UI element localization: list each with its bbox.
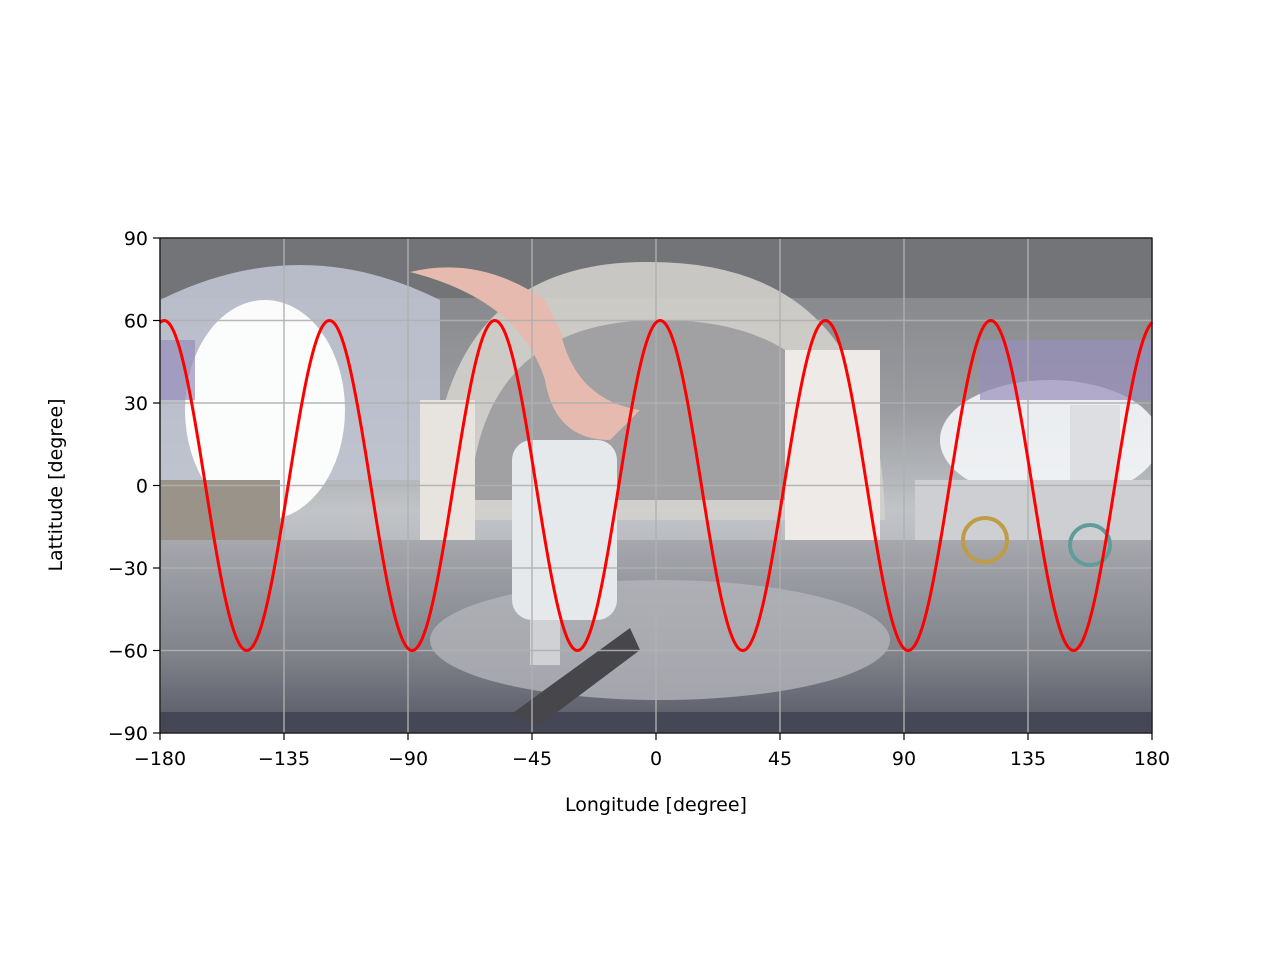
y-tick-label: −60 [108,641,148,663]
x-tick-label: −180 [134,748,186,770]
x-tick-label: 0 [650,748,662,770]
x-tick-label: 135 [1010,748,1046,770]
x-tick-label: 180 [1134,748,1170,770]
y-tick-label: 30 [124,393,148,415]
y-tick-label: 0 [136,476,148,498]
x-tick-label: 90 [892,748,916,770]
y-tick-label: −30 [108,558,148,580]
y-tick-label: 90 [124,228,148,250]
y-tick-label: −90 [108,723,148,745]
y-tick-label: 60 [124,311,148,333]
x-tick-label: −90 [388,748,428,770]
series-layer [159,319,1154,652]
x-tick-label: 45 [768,748,792,770]
y-axis-label: Lattitude [degree] [45,398,67,571]
x-tick-label: −135 [258,748,310,770]
x-tick-label: −45 [512,748,552,770]
x-axis-label: Longitude [degree] [565,794,747,816]
series-line [159,319,1154,652]
tick-layer: −180 −135 −90 −45 0 45 90 135 180 −90 −60 −30 0 30 60 9… [108,228,1170,770]
